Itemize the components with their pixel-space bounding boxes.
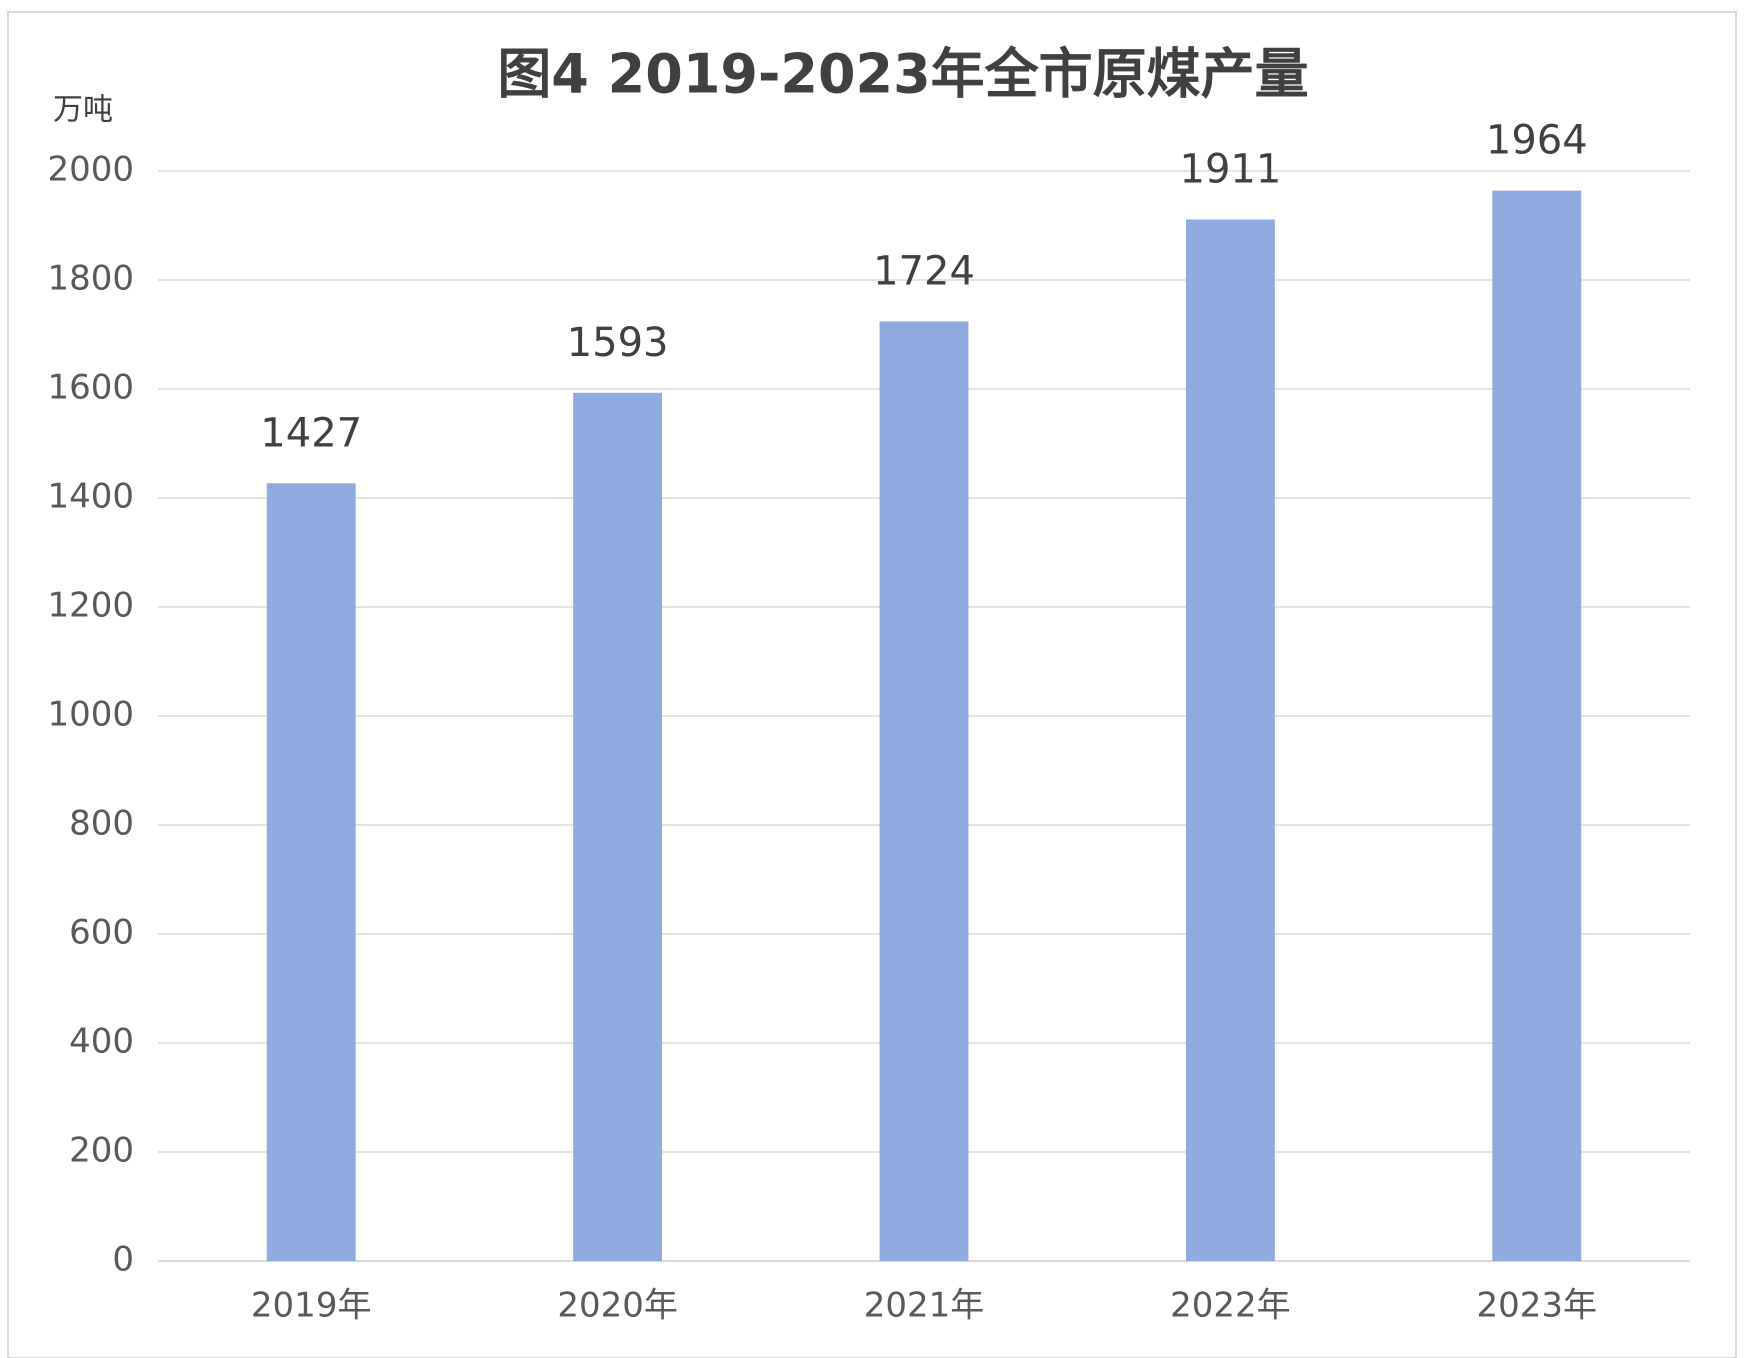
- y-tick-label: 1200: [47, 586, 134, 626]
- y-tick-label: 800: [69, 804, 134, 844]
- bar: [1185, 219, 1275, 1261]
- x-tick-label: 2022年: [1170, 1286, 1291, 1326]
- x-tick-label: 2021年: [864, 1286, 985, 1326]
- y-tick-label: 200: [69, 1131, 134, 1171]
- x-tick-label: 2020年: [557, 1286, 678, 1326]
- data-label: 1427: [260, 410, 362, 456]
- bar: [266, 483, 356, 1261]
- bar: [1492, 190, 1582, 1261]
- data-label: 1724: [873, 248, 975, 294]
- x-tick-label: 2019年: [251, 1286, 372, 1326]
- y-tick-label: 1400: [47, 477, 134, 517]
- y-tick-label: 2000: [47, 150, 134, 190]
- data-label: 1964: [1486, 118, 1588, 164]
- y-axis-label: 万吨: [53, 93, 113, 128]
- y-tick-label: 1800: [47, 259, 134, 299]
- chart-title: 图4 2019-2023年全市原煤产量: [497, 43, 1308, 106]
- bar: [573, 392, 663, 1261]
- bar: [879, 321, 969, 1261]
- data-label: 1593: [567, 320, 669, 366]
- y-tick-label: 1600: [47, 368, 134, 408]
- y-tick-label: 600: [69, 913, 134, 953]
- y-tick-label: 400: [69, 1022, 134, 1062]
- y-tick-label: 0: [112, 1240, 134, 1280]
- x-tick-label: 2023年: [1477, 1286, 1598, 1326]
- y-tick-label: 1000: [47, 695, 134, 735]
- data-label: 1911: [1180, 147, 1282, 193]
